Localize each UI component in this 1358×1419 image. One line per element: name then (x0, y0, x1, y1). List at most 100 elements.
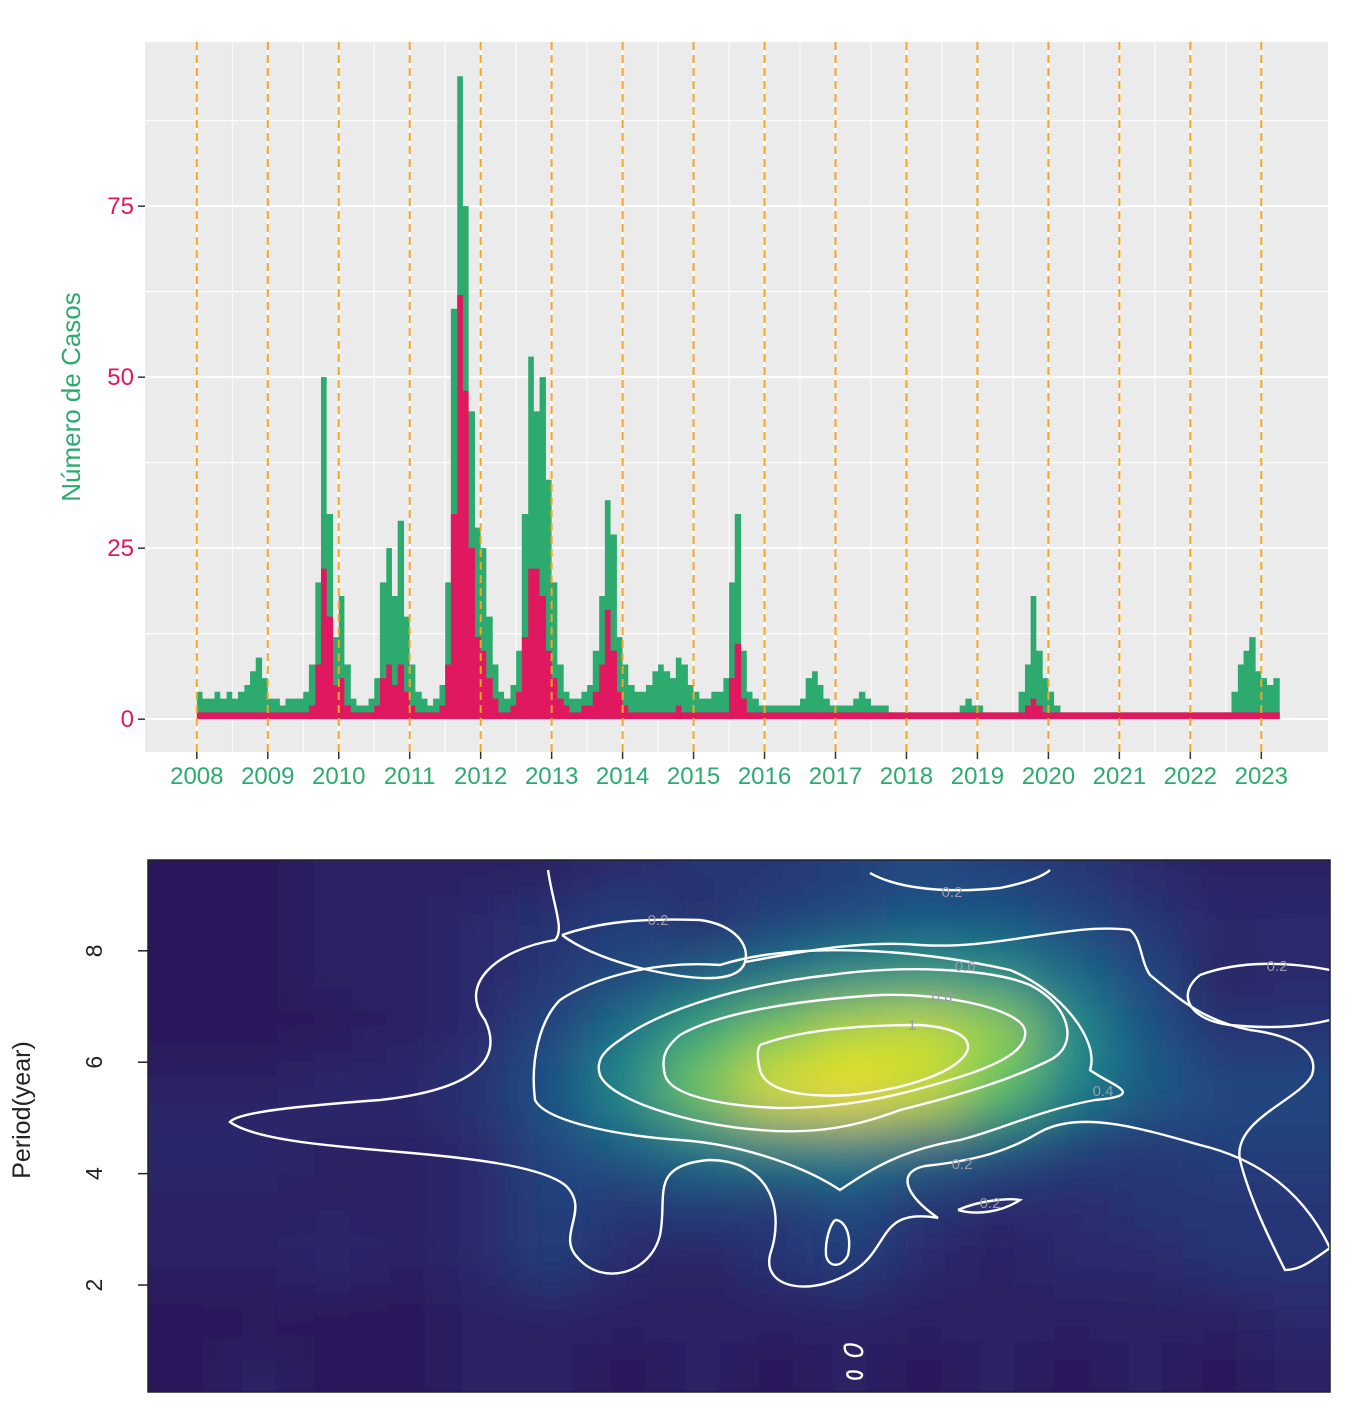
x-tick-label: 2020 (1022, 763, 1075, 790)
heatmap-cell (1256, 1117, 1330, 1175)
heatmap-clip: 0.2 0.2 0.2 0.2 0.2 0.4 0.6 0.8 1 (148, 860, 1330, 1392)
heatmap-cell (221, 1173, 297, 1231)
heatmap-cell (1182, 860, 1258, 897)
heatmap-cell (443, 1285, 519, 1342)
x-tick-label: 2022 (1164, 763, 1217, 790)
heatmap-cell (221, 1062, 297, 1119)
heatmap-cell (369, 1173, 445, 1231)
contour-label: 0.6 (955, 958, 976, 975)
heatmap-cell (1182, 895, 1258, 952)
x-tick-label: 2017 (809, 763, 862, 790)
heatmap-cell (1034, 1117, 1110, 1175)
heatmap-cell (1182, 1285, 1258, 1342)
heatmap-cell (1108, 1117, 1184, 1175)
heatmap-cell (812, 1229, 888, 1287)
heatmap-cell (443, 860, 519, 897)
x-tick-label: 2015 (667, 763, 720, 790)
heatmap-cell (1034, 1173, 1110, 1231)
heatmap-cell (739, 1062, 814, 1119)
heatmap-cell (295, 1173, 371, 1231)
heatmap-cell (443, 1340, 519, 1392)
heatmap-cell (960, 1229, 1036, 1287)
heatmap-cell (960, 1173, 1036, 1231)
heatmap-cell (1256, 860, 1330, 897)
heatmap-cell (739, 1340, 814, 1392)
heatmap-cell (665, 895, 740, 952)
contour-line (561, 918, 748, 980)
heatmap-cell (1034, 895, 1110, 952)
x-tick-label: 2019 (951, 763, 1004, 790)
heatmap-cell (1108, 1173, 1184, 1231)
heatmap-cell (295, 950, 371, 1008)
heatmap-cell (960, 1285, 1036, 1342)
heatmap-cell (812, 1117, 888, 1175)
contour-line (824, 1218, 851, 1266)
heatmap-cell (221, 1006, 297, 1064)
contour-line (662, 993, 1027, 1110)
heatmap-cell (886, 1006, 962, 1064)
heatmap-cell (591, 1340, 667, 1392)
heatmap-cell (812, 860, 888, 897)
heatmap-cell (1256, 950, 1330, 1008)
heatmap-cell (369, 1006, 445, 1064)
heatmap-cell (221, 860, 297, 897)
heatmap-cell (665, 1229, 740, 1287)
heatmap-cell (665, 1285, 740, 1342)
heatmap-cell (960, 950, 1036, 1008)
heatmap-cell (148, 895, 223, 952)
contour-line (869, 869, 1051, 892)
heatmap-cell (148, 1229, 223, 1287)
contour-label: 0.2 (952, 1156, 973, 1173)
heatmap-cell (295, 1062, 371, 1119)
y-tick-label: 50 (107, 364, 134, 391)
heatmap-cell (369, 1285, 445, 1342)
contour-label: 0.4 (1093, 1083, 1114, 1100)
heatmap-cell (443, 1062, 519, 1119)
heatmap-cell (148, 1062, 223, 1119)
heatmap-cell (1108, 950, 1184, 1008)
heatmap-cell (1256, 1229, 1330, 1287)
heatmap-cell (960, 1006, 1036, 1064)
heatmap-cell (369, 1340, 445, 1392)
heatmap-cell (517, 1117, 593, 1175)
heatmap-cell (517, 1229, 593, 1287)
heatmap-cell (517, 860, 593, 897)
areas (196, 76, 1280, 720)
heatmap-cell (1256, 1173, 1330, 1231)
x-tick-label: 2014 (596, 763, 649, 790)
heatmap-cell (886, 1229, 962, 1287)
heatmap-cell (517, 1340, 593, 1392)
heatmap-cell (1108, 1285, 1184, 1342)
heatmap-cell (665, 1340, 740, 1392)
year-lines (195, 42, 1263, 752)
x-tick-label: 2011 (384, 763, 436, 790)
series-area (196, 295, 1280, 720)
heatmap-cell (517, 1006, 593, 1064)
heatmap-cell (1256, 895, 1330, 952)
contours (228, 869, 1330, 1380)
wavelet-panel: 0.2 0.2 0.2 0.2 0.2 0.4 0.6 0.8 1 2 4 6 8 P… (8, 859, 1331, 1393)
contour-label: 0.2 (648, 912, 669, 929)
heatmap-cell (591, 1229, 667, 1287)
heatmap-cell (517, 950, 593, 1008)
heatmap-cell (739, 860, 814, 897)
heatmap-cell (1256, 1062, 1330, 1119)
contour-label: 0.2 (1267, 958, 1288, 975)
contour-label: 0.8 (932, 988, 953, 1005)
heatmap-cell (295, 1006, 371, 1064)
heatmap-cell (591, 860, 667, 897)
heatmap-cell (1034, 1229, 1110, 1287)
heatmap-cell (886, 1285, 962, 1342)
heatmap-cell (443, 895, 519, 952)
heatmap-cell (812, 895, 888, 952)
heatmap-cell (369, 950, 445, 1008)
heatmap-cell (295, 1229, 371, 1287)
panel-border (147, 859, 1331, 1393)
heatmap-cell (148, 1285, 223, 1342)
heatmap-cell (295, 895, 371, 952)
x-tick-label: 2009 (241, 763, 294, 790)
heatmap-cell (591, 1117, 667, 1175)
heatmap-cell (665, 1062, 740, 1119)
